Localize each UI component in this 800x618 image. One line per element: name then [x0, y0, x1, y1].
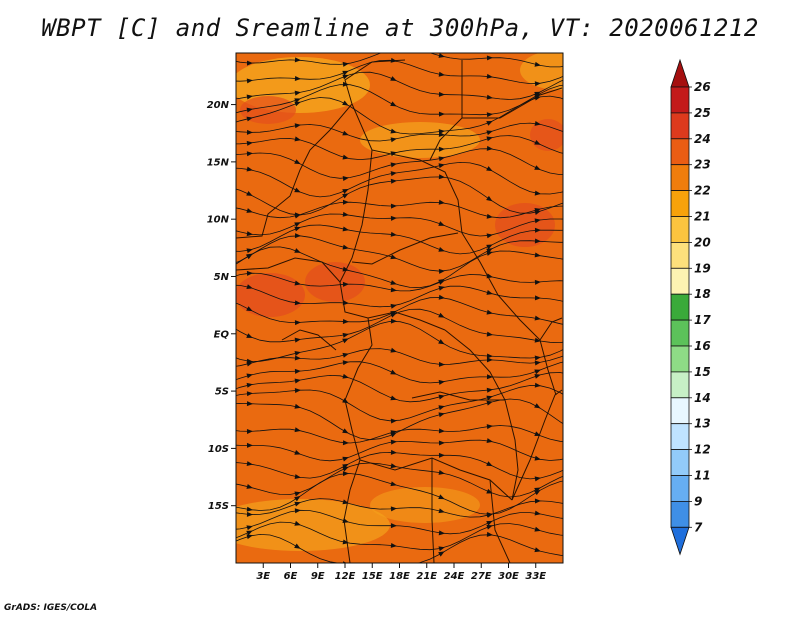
- colorbar-label: 13: [694, 417, 711, 431]
- colorbar-label: 9: [694, 494, 702, 508]
- colorbar-segment: [670, 345, 690, 373]
- colorbar-label: 21: [694, 210, 711, 224]
- grads-credit: GrADS: IGES/COLA: [4, 603, 98, 613]
- lon-tick-label: 3E: [256, 571, 270, 582]
- lon-tick-label: 30E: [498, 571, 519, 582]
- colorbar-segment: [670, 267, 690, 295]
- colorbar-label: 26: [694, 80, 711, 94]
- colorbar-label: 11: [694, 469, 711, 483]
- colorbar-segment: [670, 397, 690, 425]
- lat-tick-label: 15S: [208, 501, 229, 512]
- colorbar-label: 12: [694, 443, 711, 457]
- colorbar-segment: [670, 449, 690, 476]
- latitude-axis: 20N 15N 10N 5N EQ 5S 10S 15S: [207, 100, 236, 512]
- lat-tick-label: 5S: [215, 387, 229, 398]
- colorbar-label: 25: [694, 106, 711, 120]
- lat-tick-label: EQ: [214, 329, 230, 340]
- colorbar-segment: [670, 423, 690, 451]
- colorbar-segment: [670, 241, 690, 269]
- colorbar-label: 20: [694, 235, 711, 249]
- lat-tick-label: 5N: [214, 272, 230, 283]
- country-borders: [236, 59, 563, 563]
- lon-tick-label: 33E: [525, 571, 546, 582]
- colorbar-label: 15: [694, 365, 711, 379]
- colorbar-segment: [670, 112, 690, 140]
- streamlines: [236, 53, 563, 563]
- colorbar-segment: [670, 216, 690, 243]
- lon-tick-label: 18E: [389, 571, 410, 582]
- colorbar-label: 17: [694, 313, 711, 327]
- colorbar-label: 23: [694, 158, 711, 172]
- longitude-axis: 3E 6E 9E 12E 15E 18E 21E 24E 27E 30E 33E: [256, 563, 546, 582]
- colorbar-top-arrow: [670, 58, 690, 88]
- colorbar-segment: [670, 500, 690, 528]
- colorbar-label: 14: [694, 391, 711, 405]
- lon-tick-label: 12E: [335, 571, 356, 582]
- lat-tick-label: 20N: [207, 100, 230, 111]
- colorbar-segment: [670, 138, 690, 166]
- lon-tick-label: 15E: [362, 571, 383, 582]
- colorbar-segment: [670, 475, 690, 502]
- colorbar-label: 24: [694, 132, 711, 146]
- map-title: WBPT [C] and Sreamline at 300hPa, VT: 20…: [41, 14, 759, 42]
- colorbar-segment: [670, 86, 690, 114]
- lat-tick-label: 10S: [208, 444, 229, 455]
- colorbar-label: 18: [694, 287, 711, 301]
- lon-tick-label: 9E: [311, 571, 325, 582]
- colorbar-segment: [670, 190, 690, 217]
- colorbar-bottom-arrow: [670, 526, 690, 556]
- colorbar-label: 19: [694, 261, 711, 275]
- lat-tick-label: 15N: [207, 157, 230, 168]
- colorbar-label: 22: [694, 184, 711, 198]
- lon-tick-label: 27E: [471, 571, 492, 582]
- lon-tick-label: 24E: [444, 571, 465, 582]
- lon-tick-label: 21E: [416, 571, 437, 582]
- colorbar-segment: [670, 371, 690, 399]
- colorbar-segment: [670, 319, 690, 347]
- lat-tick-label: 10N: [207, 215, 230, 226]
- colorbar-label: 7: [694, 520, 703, 534]
- colorbar: 26 25 24 23 22 21 20 19 18 17 16 15 14 13 12 11 9 7: [670, 58, 711, 556]
- colorbar-segment: [670, 164, 690, 191]
- lon-tick-label: 6E: [284, 571, 298, 582]
- colorbar-label: 16: [694, 339, 711, 353]
- colorbar-segment: [670, 293, 690, 321]
